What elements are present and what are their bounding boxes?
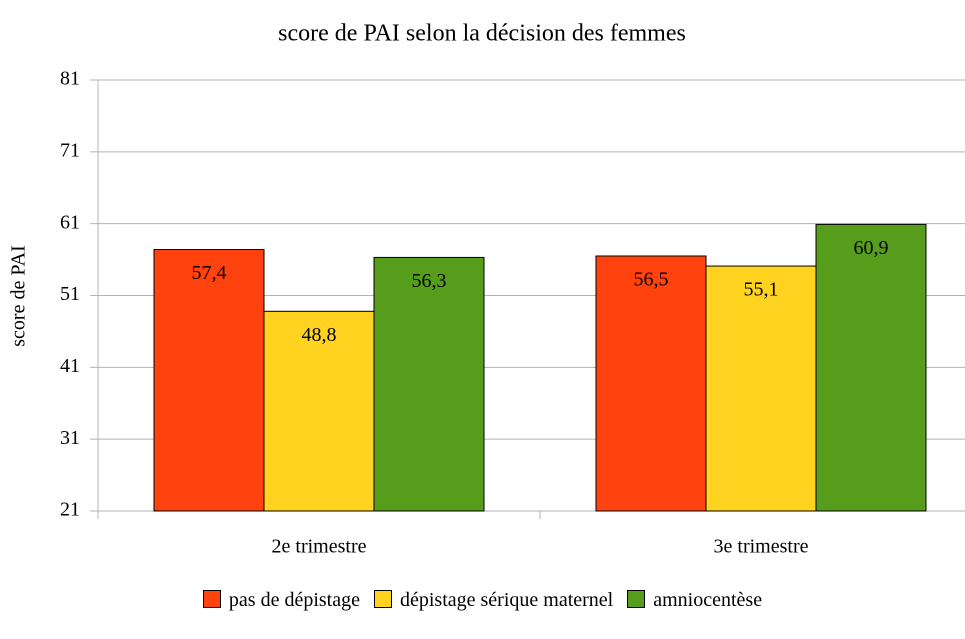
value-label: 48,8	[302, 324, 337, 346]
y-axis-label: score de PAI	[8, 245, 30, 346]
y-tick-label: 31	[60, 427, 80, 449]
legend-label: pas de dépistage	[228, 589, 360, 611]
bar	[815, 223, 927, 512]
legend-swatch	[373, 590, 392, 608]
value-label: 56,5	[634, 269, 669, 291]
value-label: 56,3	[412, 270, 447, 292]
legend-item: dépistage sérique maternel	[373, 588, 614, 612]
legend-label: amniocentèse	[653, 589, 763, 611]
x-tick-label: 3e trimestre	[714, 536, 809, 558]
bar	[153, 249, 265, 512]
y-tick-label: 71	[60, 139, 80, 161]
bar	[595, 255, 707, 512]
value-label: 55,1	[744, 279, 779, 301]
y-tick-label: 81	[60, 68, 80, 90]
legend: pas de dépistage dépistage sérique matern…	[0, 588, 965, 612]
legend-swatch	[627, 590, 646, 608]
x-tick-label: 2e trimestre	[272, 536, 367, 558]
legend-label: dépistage sérique maternel	[399, 589, 614, 611]
legend-item: pas de dépistage	[202, 588, 360, 612]
y-tick-label: 41	[60, 355, 80, 377]
chart-title: score de PAI selon la décision des femme…	[278, 21, 686, 47]
bar	[373, 256, 485, 512]
legend-swatch	[202, 590, 221, 608]
value-label: 57,4	[192, 262, 227, 284]
value-label: 60,9	[854, 237, 889, 259]
bar	[705, 265, 817, 512]
legend-item: amniocentèse	[627, 588, 762, 612]
y-tick-label: 51	[60, 283, 80, 305]
y-tick-label: 61	[60, 211, 80, 233]
bar	[263, 310, 375, 512]
y-tick-label: 21	[60, 499, 80, 521]
